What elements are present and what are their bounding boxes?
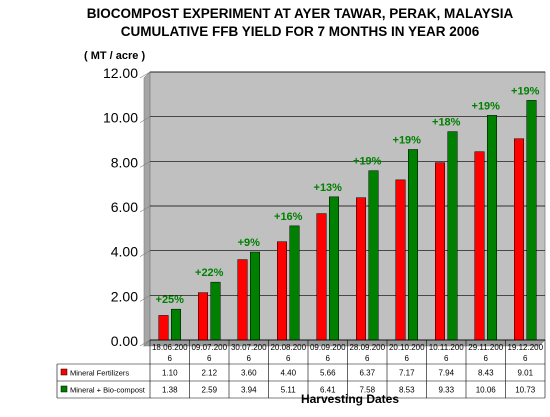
data-table-value: 8.43 <box>478 369 494 378</box>
bar-mineral-biocompost <box>329 196 339 341</box>
bar-mineral-fertilizers <box>277 241 287 341</box>
y-axis-label: ( MT / acre ) <box>84 50 146 62</box>
x-tick-label: 6 <box>523 354 528 363</box>
bar-mineral-biocompost <box>171 308 181 341</box>
data-table-value: 6.37 <box>359 369 375 378</box>
y-tick-label: 8.00 <box>111 154 138 170</box>
y-tick-mark <box>139 339 151 347</box>
data-table-value: 9.01 <box>517 369 533 378</box>
y-tick-label: 12.00 <box>103 65 138 81</box>
bar-mineral-biocompost <box>250 251 260 341</box>
legend-entry: Mineral Fertilizers <box>70 369 129 378</box>
legend-swatch <box>60 368 68 376</box>
x-tick-label: 6 <box>168 354 173 363</box>
bar-mineral-biocompost <box>526 100 537 341</box>
data-table-value: 8.53 <box>399 386 415 395</box>
increase-annotation: +18% <box>432 117 461 129</box>
data-table-value: 5.66 <box>320 369 336 378</box>
y-tick-label: 10.00 <box>103 110 138 126</box>
increase-annotation: +16% <box>274 211 303 223</box>
data-table-value: 10.06 <box>476 386 497 395</box>
x-tick-label: 6 <box>286 354 291 363</box>
increase-annotation: +19% <box>353 156 382 168</box>
x-tick-label: 6 <box>207 354 212 363</box>
x-tick-label: 20.08.200 <box>270 343 306 352</box>
y-tick-label: 2.00 <box>111 288 138 304</box>
bar-mineral-fertilizers <box>237 259 248 341</box>
y-tick-mark <box>139 250 151 257</box>
increase-annotation: +13% <box>314 182 343 194</box>
y-tick-label: 0.00 <box>111 333 138 349</box>
chart-title: BIOCOMPOST EXPERIMENT AT AYER TAWAR, PER… <box>86 6 514 21</box>
bar-mineral-biocompost <box>447 131 458 341</box>
bar-mineral-fertilizers <box>395 179 406 341</box>
x-tick-label: 18.06.200 <box>152 343 188 352</box>
increase-annotation: +19% <box>393 134 422 146</box>
data-table-value: 7.58 <box>359 386 375 395</box>
data-table-value: 2.12 <box>201 369 217 378</box>
legend-entry: Mineral + Bio-compost <box>70 386 146 395</box>
increase-annotation: +19% <box>511 85 540 97</box>
bar-mineral-biocompost <box>289 225 300 341</box>
data-table-value: 7.94 <box>438 369 454 378</box>
data-table-value: 2.59 <box>201 386 217 395</box>
y-tick-mark <box>139 161 151 168</box>
bar-mineral-biocompost <box>487 115 497 341</box>
x-axis-label: Harvesting Dates <box>300 392 400 406</box>
data-table-value: 5.11 <box>281 386 297 395</box>
x-tick-label: 30.07.200 <box>231 343 267 352</box>
data-table-value: 3.60 <box>241 369 257 378</box>
data-table-value: 6.41 <box>320 386 336 395</box>
x-tick-label: 29.11.200 <box>468 343 504 352</box>
x-tick-label: 6 <box>326 354 331 363</box>
bar-mineral-fertilizers <box>356 197 366 341</box>
x-tick-label: 6 <box>484 354 489 363</box>
chart-subtitle: CUMULATIVE FFB YIELD FOR 7 MONTHS IN YEA… <box>120 24 480 39</box>
data-table-value: 3.94 <box>241 386 257 395</box>
x-tick-label: 20.10.200 <box>389 343 425 352</box>
x-tick-label: 6 <box>405 354 410 363</box>
x-tick-label: 19.12.200 <box>507 343 543 352</box>
increase-annotation: +22% <box>195 267 224 279</box>
y-tick-mark <box>139 71 151 79</box>
bar-mineral-biocompost <box>368 170 379 341</box>
bar-mineral-biocompost <box>210 281 221 341</box>
data-table-value: 10.73 <box>515 386 536 395</box>
data-table-value: 1.38 <box>162 386 178 395</box>
x-tick-label: 6 <box>247 354 252 363</box>
data-table-value: 9.33 <box>438 386 454 395</box>
x-tick-label: 10.11.200 <box>429 343 465 352</box>
x-tick-label: 6 <box>365 354 370 363</box>
increase-annotation: +19% <box>472 100 501 112</box>
y-tick-label: 4.00 <box>111 244 138 260</box>
y-tick-mark <box>139 295 151 302</box>
bar-mineral-fertilizers <box>514 138 524 341</box>
data-table-value: 4.40 <box>280 369 296 378</box>
legend-swatch <box>60 385 68 393</box>
x-tick-label: 09.09.200 <box>310 343 346 352</box>
x-tick-label: 6 <box>444 354 449 363</box>
x-tick-label: 09.07.200 <box>191 343 227 352</box>
bar-mineral-biocompost <box>408 149 418 341</box>
bar-mineral-fertilizers <box>474 151 485 341</box>
increase-annotation: +25% <box>156 294 185 306</box>
bar-mineral-fertilizers <box>316 213 327 341</box>
data-table-value: 7.17 <box>399 369 415 378</box>
y-tick-mark <box>139 205 151 213</box>
y-tick-label: 6.00 <box>111 199 138 215</box>
bar-mineral-fertilizers <box>198 292 208 341</box>
increase-annotation: +9% <box>238 237 261 249</box>
bar-mineral-fertilizers <box>158 315 169 341</box>
y-tick-mark <box>139 116 151 123</box>
data-table-value: 1.10 <box>162 369 178 378</box>
bar-mineral-fertilizers <box>435 162 445 341</box>
x-tick-label: 28.09.200 <box>349 343 385 352</box>
